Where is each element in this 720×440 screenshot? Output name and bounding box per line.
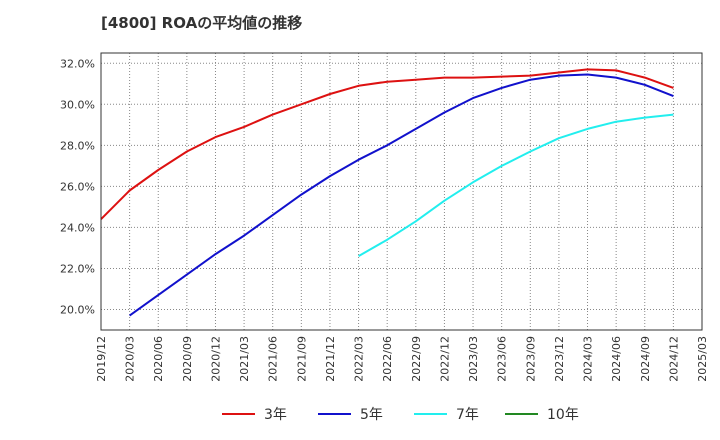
x-tick-label: 2020/06	[152, 336, 165, 382]
y-tick-label: 30.0%	[60, 98, 95, 111]
series-line-3年	[100, 68, 674, 220]
y-tick-label: 22.0%	[60, 262, 95, 275]
x-tick-label: 2020/03	[124, 336, 137, 382]
x-tick-label: 2022/06	[381, 336, 394, 382]
legend-label: 10年	[547, 407, 579, 423]
x-tick-label: 2021/03	[238, 336, 251, 382]
x-tick-label: 2020/09	[181, 336, 194, 382]
x-tick-label: 2021/12	[324, 336, 337, 382]
series-lines	[100, 68, 674, 317]
x-tick-label: 2023/03	[467, 336, 480, 382]
grid	[101, 53, 702, 330]
x-tick-label: 2024/09	[639, 336, 652, 382]
legend-label: 7年	[456, 407, 479, 423]
x-tick-label: 2024/06	[610, 336, 623, 382]
x-tick-label: 2025/03	[696, 336, 709, 382]
y-tick-label: 26.0%	[60, 180, 95, 193]
legend-label: 5年	[360, 407, 383, 423]
x-tick-label: 2020/12	[209, 336, 222, 382]
x-tick-label: 2023/06	[496, 336, 509, 382]
x-tick-label: 2024/03	[582, 336, 595, 382]
x-tick-label: 2024/12	[667, 336, 680, 382]
plot-frame	[100, 52, 703, 331]
x-tick-label: 2021/06	[267, 336, 280, 382]
x-axis-ticks: 2019/12 2020/03 2020/06 2020/09 2020/12 2021/…	[95, 336, 709, 382]
series-line-5年	[129, 73, 674, 317]
x-tick-label: 2023/09	[524, 336, 537, 382]
x-tick-label: 2022/09	[410, 336, 423, 382]
y-tick-label: 28.0%	[60, 139, 95, 152]
y-tick-label: 20.0%	[60, 303, 95, 316]
x-tick-label: 2023/12	[553, 336, 566, 382]
x-tick-label: 2022/12	[438, 336, 451, 382]
x-tick-label: 2022/03	[353, 336, 366, 382]
series-line-7年	[358, 113, 674, 257]
legend-label: 3年	[264, 407, 287, 423]
legend: 3年 5年 7年 10年	[222, 407, 579, 423]
y-tick-label: 32.0%	[60, 57, 95, 70]
x-tick-label: 2019/12	[95, 336, 108, 382]
y-axis-ticks: 20.0% 22.0% 24.0% 26.0% 28.0% 30.0% 32.0%	[60, 57, 95, 316]
y-tick-label: 24.0%	[60, 221, 95, 234]
x-tick-label: 2021/09	[295, 336, 308, 382]
chart-title: [4800] ROAの平均値の推移	[101, 14, 303, 32]
